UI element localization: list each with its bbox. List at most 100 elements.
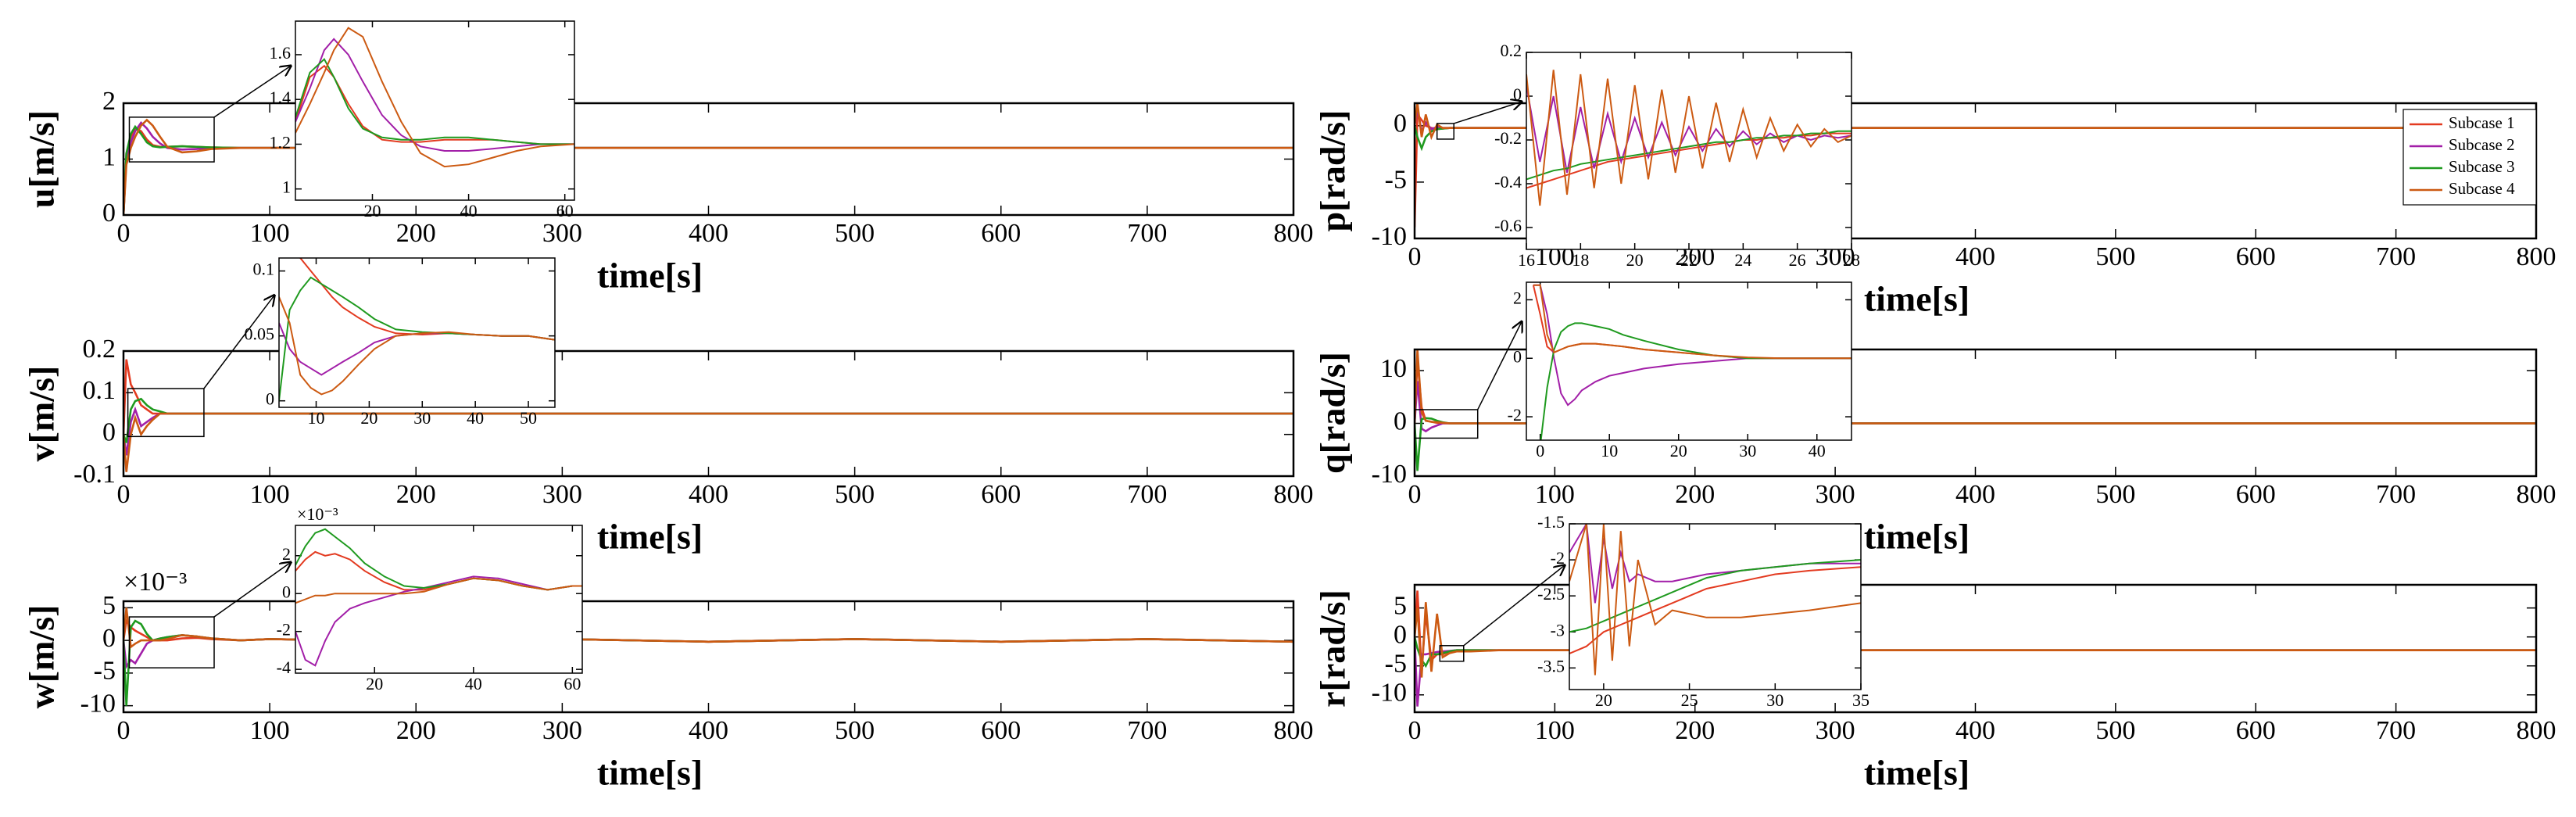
series-line — [123, 118, 1293, 215]
zoom-arrow — [213, 66, 291, 118]
x-axis-label: time[s] — [597, 256, 703, 296]
x-tick-label: 0 — [117, 219, 131, 248]
series-line — [1526, 130, 1852, 181]
y-tick-label: -2 — [1551, 548, 1565, 568]
y-tick-label: 1 — [102, 142, 116, 171]
zoom-box — [1439, 645, 1465, 662]
y-tick-label: -5 — [94, 657, 116, 686]
x-tick-label: 800 — [2517, 242, 2556, 271]
x-tick-label: 700 — [2376, 242, 2416, 271]
y-tick-label: 5 — [102, 591, 116, 620]
exponent-label: ×10⁻³ — [297, 504, 338, 524]
y-tick-label: -10 — [1372, 679, 1407, 708]
axes-frame — [278, 257, 556, 408]
series-line — [1415, 349, 2536, 425]
x-tick-label: 0 — [1536, 441, 1544, 460]
x-tick-label: 100 — [1535, 716, 1575, 745]
x-tick-label: 400 — [1955, 716, 1995, 745]
y-axis-label: w[m/s] — [22, 605, 62, 709]
y-tick-label: 1 — [282, 177, 291, 197]
y-axis-label: p[rad/s] — [1313, 110, 1353, 232]
y-tick-label: -3.5 — [1537, 656, 1565, 675]
series-line — [1569, 524, 1861, 675]
inset-chart: 20 40 60 1 1.2 1.4 1.6 — [270, 20, 575, 220]
x-tick-label: 60 — [556, 201, 574, 220]
x-tick-label: 100 — [250, 219, 290, 248]
y-tick-label: 0 — [266, 389, 274, 409]
chart: 0 100 200 300 400 500 600 700 800 0 1 2 time[s] u[m/s… — [22, 87, 1314, 296]
x-tick-label: 800 — [1274, 480, 1314, 509]
series-line — [295, 575, 582, 667]
y-tick-label: -10 — [1372, 460, 1407, 489]
x-tick-label: 200 — [396, 219, 436, 248]
plot-area — [1526, 52, 1852, 249]
y-tick-label: -2 — [1508, 405, 1522, 425]
x-tick-label: 400 — [1955, 480, 1995, 509]
x-tick-label: 300 — [542, 219, 582, 248]
series-line — [123, 607, 1293, 649]
x-tick-label: 300 — [1816, 480, 1855, 509]
chart: 0 100 200 300 400 500 600 700 800-10-505time[s]r… — [1313, 583, 2556, 793]
zoom-box — [1414, 409, 1479, 439]
x-axis-label: time[s] — [597, 753, 703, 793]
y-tick-label: 2 — [1513, 288, 1522, 307]
zoom-box — [128, 116, 215, 163]
x-tick-label: 700 — [1127, 480, 1167, 509]
x-tick-label: 800 — [1274, 219, 1314, 248]
y-axis-label: v[m/s] — [22, 366, 62, 462]
y-tick-label: -2 — [277, 620, 291, 640]
x-tick-label: 20 — [1670, 441, 1687, 460]
series-line — [295, 38, 574, 152]
x-tick-label: 300 — [1816, 716, 1855, 745]
x-tick-label: 400 — [689, 219, 728, 248]
zoom-box — [127, 388, 205, 438]
axes-frame — [122, 349, 1295, 478]
x-tick-label: 600 — [2236, 242, 2276, 271]
y-tick-label: 0 — [102, 199, 116, 228]
y-axis-label: r[rad/s] — [1313, 589, 1353, 708]
y-tick-label: 1.6 — [270, 43, 292, 63]
axes-frame — [1569, 523, 1862, 690]
y-tick-label: 0 — [282, 582, 291, 601]
y-tick-label: -0.2 — [1494, 128, 1522, 148]
y-tick-label: 0 — [1513, 84, 1522, 104]
series-line — [1415, 602, 2536, 678]
x-tick-label: 20 — [363, 201, 381, 220]
y-axis-label: q[rad/s] — [1313, 352, 1353, 474]
x-tick-label: 20 — [360, 408, 377, 428]
x-tick-label: 40 — [465, 674, 482, 693]
chart: 0 100 200 300 400 500 600 700 800-10010time[s]q[… — [1313, 348, 2556, 557]
y-tick-label: 1.2 — [270, 132, 292, 152]
x-tick-label: 300 — [542, 480, 582, 509]
x-tick-label: 10 — [308, 408, 325, 428]
inset-chart: 0 10 20 30 40 -2 0 2 — [1508, 281, 1852, 460]
series-line — [1533, 284, 1852, 360]
y-tick-label: -1.5 — [1537, 512, 1565, 532]
legend-label: Subcase 2 — [2449, 135, 2515, 154]
x-tick-label: 500 — [835, 716, 875, 745]
y-tick-label: 10 — [1380, 354, 1407, 383]
y-tick-label: -10 — [80, 689, 116, 718]
y-tick-label: 1.4 — [270, 88, 292, 107]
x-tick-label: 700 — [2376, 716, 2416, 745]
y-tick-label: 0.1 — [83, 376, 116, 405]
x-tick-label: 300 — [542, 716, 582, 745]
y-tick-label: 0.2 — [1501, 41, 1522, 60]
y-tick-label: -2.5 — [1537, 584, 1565, 604]
y-tick-label: -4 — [277, 658, 291, 677]
x-tick-label: 700 — [1127, 716, 1167, 745]
x-tick-label: 20 — [366, 674, 383, 693]
y-tick-label: 0 — [1513, 346, 1522, 366]
series-line — [295, 577, 582, 604]
axes-frame — [1526, 52, 1852, 250]
zoom-arrow — [1463, 565, 1565, 647]
series-line — [1415, 103, 2536, 141]
axes-frame — [295, 20, 575, 201]
series-line — [1569, 566, 1861, 654]
zoom-arrow — [1477, 322, 1522, 410]
x-tick-label: 700 — [1127, 219, 1167, 248]
y-tick-label: -5 — [1385, 650, 1407, 679]
zoom-arrow — [1453, 102, 1522, 124]
y-tick-label: -10 — [1372, 222, 1407, 251]
legend-label: Subcase 3 — [2449, 157, 2515, 176]
